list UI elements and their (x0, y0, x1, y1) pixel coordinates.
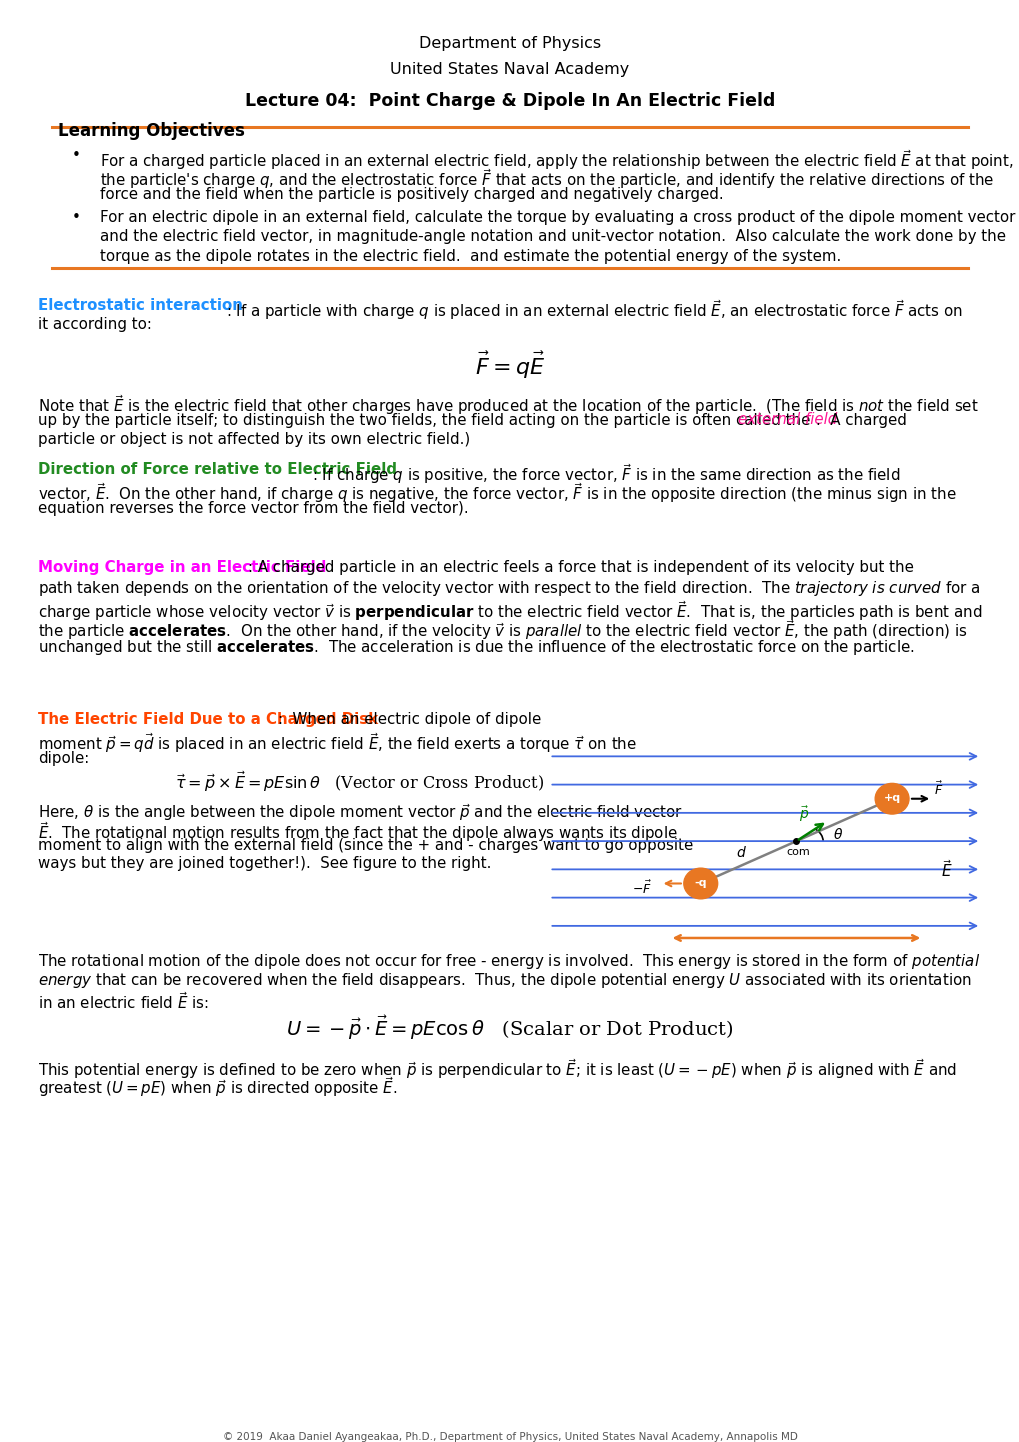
Text: $\vec{E}$.  The rotational motion results from the fact that the dipole always w: $\vec{E}$. The rotational motion results… (38, 820, 677, 844)
Text: $\vec{\tau} = \vec{p} \times \vec{E} = pE\sin\theta$   (Vector or Cross Product): $\vec{\tau} = \vec{p} \times \vec{E} = p… (175, 770, 543, 795)
Text: $\vec{F} = q\vec{E}$: $\vec{F} = q\vec{E}$ (475, 350, 544, 381)
Text: For a charged particle placed in an external electric field, apply the relations: For a charged particle placed in an exte… (100, 149, 1013, 172)
Text: force and the field when the particle is positively charged and negatively charg: force and the field when the particle is… (100, 187, 722, 202)
Text: $\vec{E}$: $\vec{E}$ (941, 859, 952, 880)
Text: in an electric field $\vec{E}$ is:: in an electric field $\vec{E}$ is: (38, 991, 209, 1012)
Text: charge particle whose velocity vector $\vec{v}$ is $\mathbf{perpendicular}$ to t: charge particle whose velocity vector $\… (38, 598, 981, 623)
Text: For an electric dipole in an external field, calculate the torque by evaluating : For an electric dipole in an external fi… (100, 211, 1014, 225)
Text: and the electric field vector, in magnitude-angle notation and unit-vector notat: and the electric field vector, in magnit… (100, 229, 1005, 245)
Text: $-\vec{F}$: $-\vec{F}$ (631, 880, 651, 897)
Text: $\vec{F}$: $\vec{F}$ (933, 782, 943, 799)
Circle shape (683, 868, 717, 898)
Text: the particle $\mathbf{accelerates}$.  On the other hand, if the velocity $\vec{v: the particle $\mathbf{accelerates}$. On … (38, 619, 967, 643)
Text: Lecture 04:  Point Charge & Dipole In An Electric Field: Lecture 04: Point Charge & Dipole In An … (245, 92, 774, 110)
Text: $\mathit{energy}$ that can be recovered when the field disappears.  Thus, the di: $\mathit{energy}$ that can be recovered … (38, 972, 971, 991)
Text: dipole:: dipole: (38, 751, 90, 766)
Text: The Electric Field Due to a Charged Disk: The Electric Field Due to a Charged Disk (38, 712, 378, 727)
Text: $\theta$: $\theta$ (833, 828, 843, 842)
Text: moment $\vec{p} = q\vec{d}$ is placed in an electric field $\vec{E}$, the field : moment $\vec{p} = q\vec{d}$ is placed in… (38, 731, 636, 756)
Text: : If a particle with charge $q$ is placed in an external electric field $\vec{E}: : If a particle with charge $q$ is place… (226, 298, 962, 322)
Text: equation reverses the force vector from the field vector).: equation reverses the force vector from … (38, 500, 468, 516)
Text: .  A charged: . A charged (815, 412, 906, 427)
Text: •: • (72, 211, 81, 225)
Text: Here, $\theta$ is the angle between the dipole moment vector $\vec{p}$ and the e: Here, $\theta$ is the angle between the … (38, 802, 683, 823)
Text: torque as the dipole rotates in the electric field.  and estimate the potential : torque as the dipole rotates in the elec… (100, 249, 841, 264)
Text: •: • (72, 149, 81, 163)
Text: : A charged particle in an electric feels a force that is independent of its vel: : A charged particle in an electric feel… (248, 559, 913, 575)
Text: $d$: $d$ (736, 845, 747, 859)
Text: +q: +q (882, 793, 900, 803)
Text: © 2019  Akaa Daniel Ayangeakaa, Ph.D., Department of Physics, United States Nava: © 2019 Akaa Daniel Ayangeakaa, Ph.D., De… (222, 1432, 797, 1442)
Text: :  When an electric dipole of dipole: : When an electric dipole of dipole (278, 712, 541, 727)
Circle shape (874, 783, 908, 815)
Text: $U = -\vec{p}\cdot\vec{E} = pE\cos\theta$   (Scalar or Dot Product): $U = -\vec{p}\cdot\vec{E} = pE\cos\theta… (286, 1014, 733, 1043)
Text: The rotational motion of the dipole does not occur for free - energy is involved: The rotational motion of the dipole does… (38, 952, 979, 970)
Text: moment to align with the external field (since the + and - charges want to go op: moment to align with the external field … (38, 838, 693, 854)
Text: Electrostatic interaction: Electrostatic interaction (38, 298, 243, 313)
Text: $\vec{p}$: $\vec{p}$ (798, 805, 808, 823)
Text: ways but they are joined together!).  See figure to the right.: ways but they are joined together!). See… (38, 857, 491, 871)
Text: : If charge $q$ is positive, the force vector, $\vec{F}$ is in the same directio: : If charge $q$ is positive, the force v… (312, 461, 900, 486)
Text: Note that $\vec{E}$ is the electric field that other charges have produced at th: Note that $\vec{E}$ is the electric fiel… (38, 394, 977, 417)
Text: greatest $(U = pE)$ when $\vec{p}$ is directed opposite $\vec{E}$.: greatest $(U = pE)$ when $\vec{p}$ is di… (38, 1074, 397, 1099)
Text: This potential energy is defined to be zero when $\vec{p}$ is perpendicular to $: This potential energy is defined to be z… (38, 1057, 956, 1082)
Text: external field: external field (738, 412, 837, 427)
Text: it according to:: it according to: (38, 317, 152, 333)
Text: up by the particle itself; to distinguish the two fields, the field acting on th: up by the particle itself; to distinguis… (38, 412, 814, 427)
Text: unchanged but the still $\mathbf{accelerates}$.  The acceleration is due the inf: unchanged but the still $\mathbf{acceler… (38, 637, 914, 658)
Text: United States Naval Academy: United States Naval Academy (390, 62, 629, 76)
Text: Direction of Force relative to Electric Field: Direction of Force relative to Electric … (38, 461, 396, 477)
Text: path taken depends on the orientation of the velocity vector with respect to the: path taken depends on the orientation of… (38, 580, 979, 598)
Text: com: com (786, 848, 810, 857)
Text: the particle's charge $q$, and the electrostatic force $\vec{F}$ that acts on th: the particle's charge $q$, and the elect… (100, 167, 994, 192)
Text: -q: -q (694, 878, 706, 888)
Text: Moving Charge in an Electric Field: Moving Charge in an Electric Field (38, 559, 326, 575)
Text: Learning Objectives: Learning Objectives (58, 123, 245, 140)
Text: vector, $\vec{E}$.  On the other hand, if charge $q$ is negative, the force vect: vector, $\vec{E}$. On the other hand, if… (38, 482, 956, 506)
Text: particle or object is not affected by its own electric field.): particle or object is not affected by it… (38, 433, 470, 447)
Text: Department of Physics: Department of Physics (419, 36, 600, 50)
